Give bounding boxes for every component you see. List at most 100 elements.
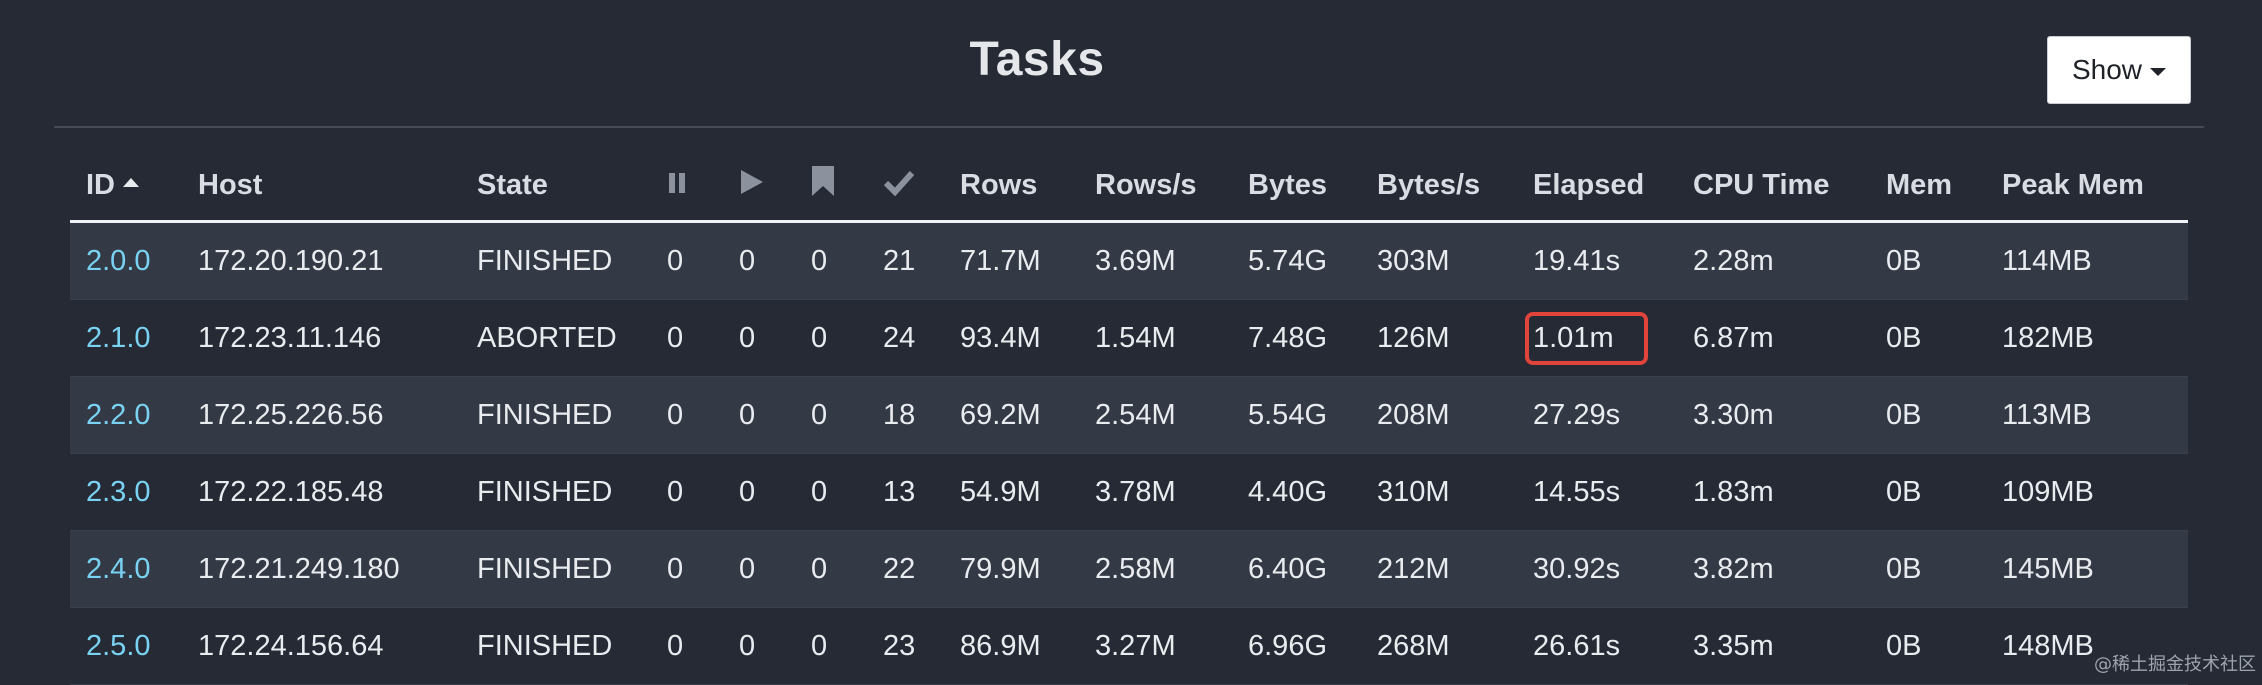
cell-cpu-time: 3.30m — [1677, 376, 1870, 454]
task-id-link[interactable]: 2.0.0 — [86, 244, 151, 277]
cell-rows: 86.9M — [944, 607, 1079, 685]
cell-finished: 24 — [867, 299, 944, 377]
col-header-bytes-per-s[interactable]: Bytes/s — [1361, 150, 1517, 223]
col-header-id[interactable]: ID — [70, 150, 182, 223]
cell-peak-mem: 182MB — [1986, 299, 2188, 377]
table-row: 2.0.0 172.20.190.21 FINISHED 0 0 0 21 71… — [70, 221, 2188, 300]
cell-bytes: 5.74G — [1232, 221, 1361, 300]
cell-running: 0 — [723, 376, 795, 454]
show-dropdown-button[interactable]: Show — [2047, 36, 2191, 104]
cell-rows: 79.9M — [944, 530, 1079, 608]
cell-host: 172.22.185.48 — [182, 453, 461, 531]
cell-running: 0 — [723, 299, 795, 377]
cell-bytes-per-s: 212M — [1361, 530, 1517, 608]
cell-state: ABORTED — [461, 299, 651, 377]
col-header-rows[interactable]: Rows — [944, 150, 1079, 223]
cell-host: 172.20.190.21 — [182, 221, 461, 300]
cell-peak-mem: 145MB — [1986, 530, 2188, 608]
cell-rows: 69.2M — [944, 376, 1079, 454]
cell-blocked: 0 — [795, 299, 867, 377]
cell-cpu-time: 6.87m — [1677, 299, 1870, 377]
task-id-link[interactable]: 2.4.0 — [86, 552, 151, 585]
cell-finished: 22 — [867, 530, 944, 608]
cell-bytes: 6.96G — [1232, 607, 1361, 685]
cell-finished: 18 — [867, 376, 944, 454]
col-header-peak-mem[interactable]: Peak Mem — [1986, 150, 2188, 223]
cell-blocked: 0 — [795, 607, 867, 685]
col-header-bytes[interactable]: Bytes — [1232, 150, 1361, 223]
col-header-running[interactable] — [723, 150, 795, 223]
col-header-mem[interactable]: Mem — [1870, 150, 1986, 223]
col-header-blocked[interactable] — [795, 150, 867, 223]
table-row: 2.2.0 172.25.226.56 FINISHED 0 0 0 18 69… — [70, 376, 2188, 454]
cell-mem: 0B — [1870, 221, 1986, 300]
cell-bytes: 6.40G — [1232, 530, 1361, 608]
bookmark-icon — [811, 165, 835, 196]
cell-state: FINISHED — [461, 376, 651, 454]
col-header-elapsed[interactable]: Elapsed — [1517, 150, 1677, 223]
col-header-paused[interactable] — [651, 150, 723, 223]
cell-id: 2.5.0 — [70, 607, 182, 685]
cell-elapsed: 26.61s — [1517, 607, 1677, 685]
pause-icon — [667, 168, 687, 198]
cell-rows: 54.9M — [944, 453, 1079, 531]
table-row: 2.5.0 172.24.156.64 FINISHED 0 0 0 23 86… — [70, 607, 2188, 685]
cell-rows-per-s: 1.54M — [1079, 299, 1232, 377]
page-title: Tasks — [969, 33, 1105, 86]
cell-bytes-per-s: 310M — [1361, 453, 1517, 531]
cell-cpu-time: 2.28m — [1677, 221, 1870, 300]
cell-running: 0 — [723, 453, 795, 531]
cell-host: 172.23.11.146 — [182, 299, 461, 377]
cell-blocked: 0 — [795, 376, 867, 454]
cell-rows-per-s: 3.69M — [1079, 221, 1232, 300]
cell-running: 0 — [723, 530, 795, 608]
header-divider — [54, 126, 2204, 128]
cell-cpu-time: 1.83m — [1677, 453, 1870, 531]
cell-paused: 0 — [651, 530, 723, 608]
task-id-link[interactable]: 2.1.0 — [86, 321, 151, 354]
cell-rows: 71.7M — [944, 221, 1079, 300]
cell-cpu-time: 3.35m — [1677, 607, 1870, 685]
col-header-rows-per-s[interactable]: Rows/s — [1079, 150, 1232, 223]
cell-bytes-per-s: 208M — [1361, 376, 1517, 454]
cell-finished: 21 — [867, 221, 944, 300]
cell-bytes: 7.48G — [1232, 299, 1361, 377]
cell-blocked: 0 — [795, 221, 867, 300]
cell-bytes-per-s: 268M — [1361, 607, 1517, 685]
col-header-cpu-time[interactable]: CPU Time — [1677, 150, 1870, 223]
watermark: @稀土掘金技术社区 — [2094, 654, 2256, 675]
cell-elapsed: 1.01m — [1517, 299, 1677, 377]
cell-id: 2.1.0 — [70, 299, 182, 377]
cell-id: 2.2.0 — [70, 376, 182, 454]
highlighted-elapsed-value: 1.01m — [1525, 311, 1648, 365]
cell-running: 0 — [723, 607, 795, 685]
cell-peak-mem: 114MB — [1986, 221, 2188, 300]
sort-ascending-icon — [123, 178, 139, 188]
cell-host: 172.24.156.64 — [182, 607, 461, 685]
task-id-link[interactable]: 2.5.0 — [86, 629, 151, 662]
cell-paused: 0 — [651, 607, 723, 685]
cell-rows: 93.4M — [944, 299, 1079, 377]
task-id-link[interactable]: 2.3.0 — [86, 475, 151, 508]
cell-elapsed: 14.55s — [1517, 453, 1677, 531]
cell-paused: 0 — [651, 376, 723, 454]
caret-down-icon — [2150, 68, 2167, 76]
col-header-host[interactable]: Host — [182, 150, 461, 223]
cell-bytes: 4.40G — [1232, 453, 1361, 531]
cell-rows-per-s: 2.58M — [1079, 530, 1232, 608]
table-header-row: ID Host State — [70, 150, 2188, 223]
play-icon — [739, 167, 765, 197]
col-header-finished[interactable] — [867, 150, 944, 223]
cell-blocked: 0 — [795, 530, 867, 608]
checkmark-icon — [883, 167, 915, 197]
cell-paused: 0 — [651, 453, 723, 531]
cell-running: 0 — [723, 221, 795, 300]
table-row: 2.1.0 172.23.11.146 ABORTED 0 0 0 24 93.… — [70, 299, 2188, 377]
col-header-state[interactable]: State — [461, 150, 651, 223]
task-id-link[interactable]: 2.2.0 — [86, 398, 151, 431]
cell-id: 2.4.0 — [70, 530, 182, 608]
table-row: 2.4.0 172.21.249.180 FINISHED 0 0 0 22 7… — [70, 530, 2188, 608]
col-header-id-label: ID — [86, 168, 115, 201]
cell-cpu-time: 3.82m — [1677, 530, 1870, 608]
cell-id: 2.3.0 — [70, 453, 182, 531]
